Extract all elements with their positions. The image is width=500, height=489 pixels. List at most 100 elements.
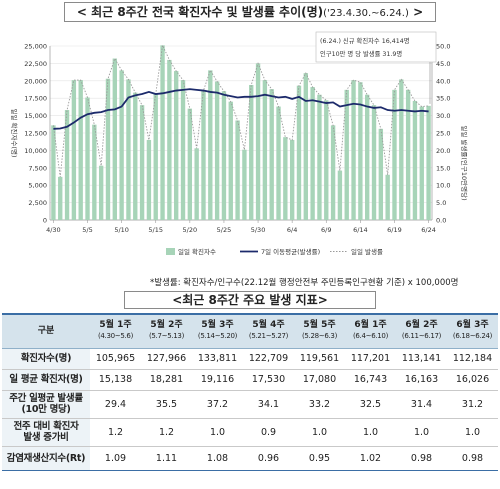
x-tick-label: 6/19	[387, 226, 402, 234]
daily-case-bar	[358, 82, 363, 220]
chart-title-range: ('23.4.30.~6.24.)	[323, 8, 409, 19]
week-header-6: 6월 1주 (6.4~6.10)	[345, 313, 396, 349]
table-row: 감염재생산지수(Rt) 1.09 1.11 1.08 0.96 0.95 1.02 0.98 0…	[2, 446, 498, 471]
daily-case-bar	[139, 105, 145, 220]
daily-case-bar	[78, 80, 83, 220]
daily-case-bar	[153, 94, 158, 220]
table-cell: 113,141	[396, 348, 447, 370]
week-label: 5월 5주	[303, 320, 336, 331]
table-body: 확진자수(명) 105,965 127,966 133,811 122,709 119,5…	[2, 348, 498, 471]
y-left-tick-label: 22,500	[24, 60, 47, 68]
daily-case-bar	[235, 120, 240, 220]
x-tick-label: 6/4	[287, 226, 297, 234]
daily-case-bar	[208, 70, 213, 220]
chart-title-unit: (명)	[301, 5, 324, 19]
daily-case-bar	[296, 85, 302, 220]
table-cell: 1.08	[192, 446, 243, 471]
daily-case-bar	[214, 81, 220, 220]
callout-cases: (6.24.) 신규 확진자수 16,414명	[320, 36, 410, 45]
y-right-tick-label: 45.0	[436, 60, 450, 68]
x-tick-label: 6/14	[353, 226, 368, 234]
week-range: (5.21~5.27)	[248, 332, 289, 341]
week-label: 6월 2주	[405, 320, 438, 331]
week-header-4: 5월 4주 (5.21~5.27)	[243, 313, 294, 349]
daily-case-bar	[255, 63, 261, 221]
table-cell: 16,743	[345, 369, 396, 391]
y-right-tick-label: 40.0	[436, 77, 450, 85]
daily-case-bar	[167, 59, 172, 220]
table-cell: 0.95	[294, 446, 345, 471]
x-tick-label: 6/9	[321, 226, 331, 234]
week-range: (4.30~5.6)	[97, 332, 134, 341]
indicator-table: 구분 5월 1주 (4.30~5.6) 5월 2주 (5.7~5.13) 5월 3주 (5…	[2, 313, 498, 471]
daily-case-bar	[385, 174, 390, 220]
y-right-tick-label: 10.0	[436, 182, 450, 190]
table-cell: 35.5	[141, 390, 192, 419]
daily-case-bar	[64, 110, 70, 220]
y-right-tick-label: 25.0	[436, 130, 450, 138]
table-cell: 17,530	[243, 369, 294, 391]
daily-case-bar	[105, 78, 111, 220]
table-cell: 1.0	[345, 418, 396, 447]
table-corner: 구분	[2, 313, 90, 349]
table-row: 전주 대비 확진자 발생 증가비 1.2 1.2 1.0 0.9 1.0 1.0 1.0 1.0	[2, 418, 498, 447]
rate-footnote: *발생률: 확진자수/인구수(22.12월 행정안전부 주민등록인구현황 기준)…	[150, 278, 459, 288]
x-tick-label: 4/30	[46, 226, 61, 234]
table-cell: 19,116	[192, 369, 243, 391]
table-cell: 32.5	[345, 390, 396, 419]
chart-title: < 최근 8주간 전국 확진자수 및 발생률 추이(명)('23.4.30.~6…	[64, 2, 436, 22]
daily-case-bar	[310, 87, 315, 220]
x-tick-label: 5/20	[183, 226, 198, 234]
daily-case-bar	[283, 137, 288, 220]
daily-case-bar	[337, 170, 343, 220]
table-cell: 33.2	[294, 390, 345, 419]
y-left-tick-label: 5,000	[28, 182, 47, 190]
table-cell: 112,184	[447, 348, 498, 370]
row-label: 전주 대비 확진자 발생 증가비	[2, 418, 90, 447]
table-cell: 1.11	[141, 446, 192, 471]
y-right-tick-label: 5.0	[436, 199, 446, 207]
daily-case-bar	[330, 125, 336, 220]
y-left-axis-title: 일일 확진자수(명)	[10, 109, 19, 158]
daily-case-bar	[58, 176, 63, 220]
week-label: 5월 3주	[201, 320, 234, 331]
table-cell: 105,965	[90, 348, 141, 370]
daily-case-bar	[371, 105, 377, 220]
legend-bar-swatch	[166, 248, 175, 255]
daily-case-bar	[187, 108, 193, 220]
table-row: 확진자수(명) 105,965 127,966 133,811 122,709 119,5…	[2, 348, 498, 370]
daily-case-bar	[289, 139, 295, 220]
week-range: (5.28~6.3)	[301, 332, 338, 341]
week-header-2: 5월 2주 (5.7~5.13)	[141, 313, 192, 349]
daily-case-bar	[133, 92, 138, 220]
cases-chart: 0 2,500 5,000 7,500 10,000 12,500 15,000 17,500…	[10, 31, 469, 256]
table-cell: 15,138	[90, 369, 141, 391]
legend-bar-label: 일일 확진자수	[178, 247, 216, 256]
daily-case-bar	[160, 45, 165, 220]
row-label: 확진자수(명)	[2, 348, 90, 370]
table-cell: 16,163	[396, 369, 447, 391]
row-label: 감염재생산지수(Rt)	[2, 446, 90, 471]
table-cell: 34.1	[243, 390, 294, 419]
indicator-table-title: <최근 8주간 주요 발생 지표>	[124, 291, 376, 309]
table-cell: 1.09	[90, 446, 141, 471]
daily-case-bar	[378, 128, 384, 220]
row-label: 일 평균 확진자(명)	[2, 369, 90, 391]
daily-case-bar	[242, 149, 247, 220]
daily-case-bar	[412, 100, 418, 220]
table-cell: 133,811	[192, 348, 243, 370]
table-cell: 16,026	[447, 369, 498, 391]
daily-case-bar	[365, 94, 370, 220]
week-range: (6.4~6.10)	[352, 332, 389, 341]
daily-case-bar	[269, 89, 274, 220]
daily-case-bar	[180, 80, 186, 220]
week-label: 5월 4주	[252, 320, 285, 331]
x-tick-label: 6/24	[421, 226, 436, 234]
daily-case-bar	[249, 84, 254, 220]
daily-case-bar	[85, 97, 90, 220]
table-cell: 0.9	[243, 418, 294, 447]
daily-case-bar	[126, 79, 131, 220]
daily-case-bar	[419, 106, 424, 220]
table-cell: 37.2	[192, 390, 243, 419]
table-cell: 1.0	[294, 418, 345, 447]
